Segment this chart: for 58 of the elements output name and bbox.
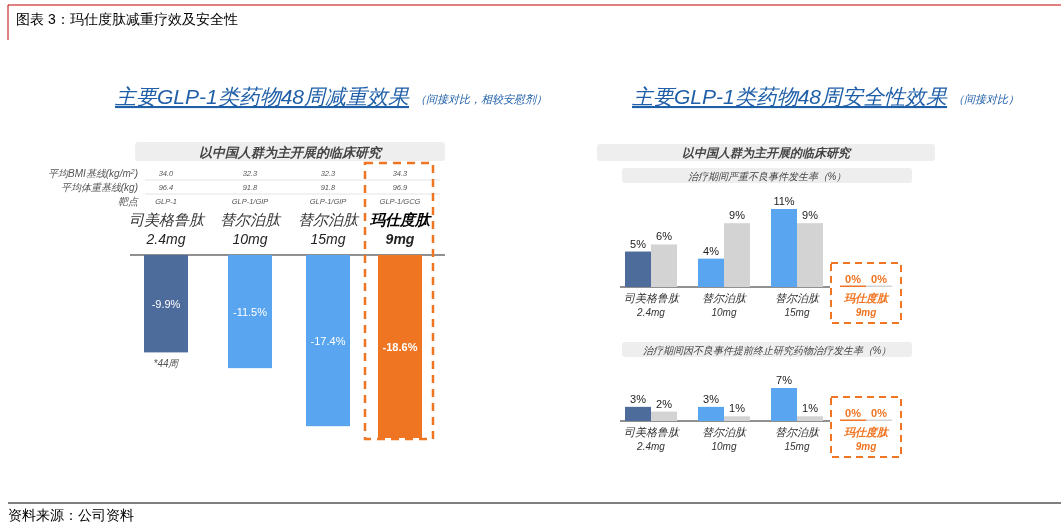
text: （间接对比） (953, 93, 1020, 105)
bar (724, 416, 750, 421)
data-label: -11.5% (232, 305, 268, 318)
bar (651, 244, 677, 287)
x-tick-label: 替尔泊肽 10mg (702, 426, 748, 452)
text: 靶点 (118, 196, 139, 207)
annotation: *44周 (153, 358, 180, 370)
bar (698, 406, 724, 421)
text: 平均BMI基线(kg/m$^{2}$) (47, 167, 138, 179)
data-label: 5% (630, 237, 647, 250)
x-tick-label: 玛仕度肽 9mg (843, 292, 890, 318)
chart-title: 治疗期间严重不良事件发生率（%） (687, 170, 847, 182)
x-tick-label: 司美格鲁肽 2.4mg (623, 426, 681, 452)
data-label: 2% (656, 397, 673, 410)
text: 平均体重基线(kg) (60, 182, 138, 193)
text: 以中国人群为主开展的临床研究 (682, 146, 852, 160)
bar (625, 251, 651, 287)
data-label: 11% (773, 195, 795, 207)
chart-title: 治疗期间因不良事件提前终止研究药物治疗发生率（%） (642, 344, 892, 356)
x-tick-label: 替尔泊肽 10mg (220, 211, 282, 247)
data-label: 0% (845, 273, 862, 285)
data-label: 9% (729, 209, 746, 222)
data-label: -17.4% (310, 334, 346, 347)
data-label: 0% (871, 407, 888, 419)
text: 图表 3：玛仕度肽减重疗效及安全性 (16, 11, 238, 27)
x-tick-label: 替尔泊肽 15mg (298, 211, 360, 247)
chart-title: 主要GLP-1类药物48周减重效果 (115, 85, 411, 108)
x-tick-label: 替尔泊肽 15mg (775, 426, 821, 452)
bar (771, 209, 797, 287)
data-label: 0% (845, 407, 862, 419)
text: （间接对比，相较安慰剂） (415, 93, 548, 105)
x-tick-label: 替尔泊肽 15mg (775, 292, 821, 318)
data-label: 3% (703, 392, 720, 405)
bar (698, 258, 724, 287)
data-label: 1% (802, 402, 819, 415)
bar (771, 388, 797, 421)
data-label: 7% (776, 374, 793, 386)
data-label: -18.6% (382, 340, 418, 353)
text: 主要GLP-1类药物48周安全性效果 (632, 85, 949, 108)
data-label: -9.9% (151, 297, 181, 310)
data-label: 4% (703, 244, 720, 257)
x-tick-label: 司美格鲁肽 2.4mg (623, 292, 681, 318)
text: 以中国人群为主开展的临床研究 (199, 145, 383, 160)
data-label: 3% (630, 392, 647, 405)
bar (797, 416, 823, 421)
text: 资料来源：公司资料 (8, 507, 134, 523)
x-tick-label: 替尔泊肽 10mg (702, 292, 748, 318)
bar (724, 223, 750, 287)
data-label: 9% (802, 209, 819, 222)
bar (651, 411, 677, 421)
data-label: 0% (871, 273, 888, 285)
bar (797, 223, 823, 287)
x-tick-label: 玛仕度肽 9mg (843, 426, 890, 452)
x-tick-label: 司美格鲁肽 2.4mg (128, 211, 206, 247)
x-tick-label: 玛仕度肽 9mg (369, 211, 432, 247)
data-label: 1% (729, 402, 746, 415)
data-label: 6% (656, 230, 673, 243)
bar (625, 406, 651, 421)
